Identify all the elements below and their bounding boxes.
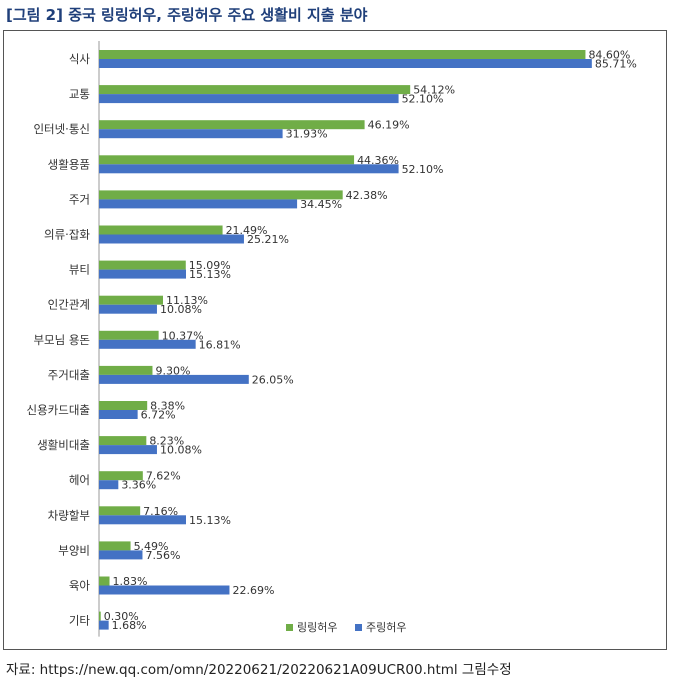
bar-series-a — [99, 295, 163, 305]
bar-series-a — [99, 541, 131, 551]
bar-series-b — [99, 480, 119, 490]
bar-series-a — [99, 190, 343, 200]
source-note: 자료: https://new.qq.com/omn/20220621/2022… — [6, 662, 512, 678]
data-label-series-b: 6.72% — [141, 409, 176, 422]
bar-series-a — [99, 330, 159, 340]
category-label: 뷰티 — [69, 263, 90, 277]
data-label-series-a: 8.23% — [149, 435, 184, 448]
data-label-series-a: 7.62% — [146, 470, 181, 483]
bar-series-b — [99, 620, 109, 630]
data-label-series-a: 5.49% — [134, 540, 169, 553]
data-label-series-a: 1.83% — [113, 575, 148, 588]
bar-series-b — [99, 339, 196, 349]
data-label-series-b: 15.13% — [189, 268, 231, 281]
category-label: 신용카드대출 — [27, 403, 90, 417]
bar-series-a — [99, 155, 355, 165]
data-label-series-a: 54.12% — [413, 84, 455, 97]
data-label-series-a: 15.09% — [189, 259, 231, 272]
data-label-series-b: 1.68% — [112, 619, 147, 632]
data-label-series-a: 9.30% — [155, 364, 190, 377]
data-label-series-b: 3.36% — [121, 479, 156, 492]
data-label-series-b: 10.08% — [160, 444, 202, 457]
category-label: 차량할부 — [48, 508, 90, 522]
category-label: 생활비대출 — [37, 438, 90, 452]
bar-series-a — [99, 85, 411, 95]
legend-label-series-a: 링링허우 — [297, 621, 337, 634]
bar-series-b — [99, 410, 138, 419]
bar-series-a — [99, 365, 153, 375]
data-label-series-a: 8.38% — [150, 400, 185, 413]
data-label-series-b: 16.81% — [199, 338, 241, 351]
data-label-series-b: 10.08% — [160, 303, 202, 316]
legend-label-series-b: 주링허우 — [366, 621, 406, 634]
bar-series-a — [99, 401, 148, 410]
data-label-series-b: 34.45% — [300, 198, 342, 211]
legend-swatch-series-b — [355, 624, 362, 631]
category-label: 의류·잡화 — [44, 228, 90, 242]
data-label-series-a: 10.37% — [162, 329, 204, 342]
data-label-series-b: 25.21% — [247, 233, 289, 246]
bar-series-b — [99, 515, 186, 525]
category-label: 주거대출 — [48, 368, 90, 382]
category-label: 생활용품 — [48, 157, 90, 171]
data-label-series-a: 0.30% — [104, 610, 139, 623]
bar-series-b — [99, 94, 399, 104]
bar-series-b — [99, 585, 230, 595]
bar-series-b — [99, 374, 249, 384]
category-label: 부양비 — [58, 543, 90, 557]
bar-series-b — [99, 129, 283, 139]
bar-series-a — [99, 120, 365, 130]
category-label: 육아 — [69, 579, 91, 593]
data-label-series-a: 44.36% — [357, 154, 399, 167]
bar-series-a — [99, 611, 101, 621]
bar-series-a — [99, 506, 141, 516]
bars — [99, 50, 592, 630]
bar-series-a — [99, 50, 586, 59]
data-label-series-a: 7.16% — [143, 505, 178, 518]
data-labels: 84.60%85.71%54.12%52.10%46.19%31.93%44.3… — [104, 49, 637, 633]
data-label-series-a: 21.49% — [226, 224, 268, 237]
bar-series-a — [99, 471, 143, 481]
bar-series-b — [99, 59, 592, 68]
category-label: 헤어 — [69, 473, 90, 487]
data-label-series-a: 84.60% — [588, 49, 630, 62]
data-label-series-a: 42.38% — [346, 189, 388, 202]
legend: 링링허우 주링허우 — [286, 621, 406, 634]
bar-series-b — [99, 164, 399, 174]
bar-series-b — [99, 304, 157, 314]
legend-swatch-series-a — [286, 624, 293, 631]
category-label: 기타 — [69, 614, 91, 628]
bar-series-b — [99, 445, 157, 455]
category-label: 식사 — [69, 52, 91, 66]
bar-series-a — [99, 576, 110, 586]
category-label: 교통 — [69, 87, 90, 101]
figure-title: [그림 2] 중국 링링허우, 주링허우 주요 생활비 지출 분야 — [6, 6, 368, 24]
category-label: 주거 — [69, 192, 90, 206]
data-label-series-b: 31.93% — [286, 128, 328, 141]
data-label-series-b: 7.56% — [145, 549, 180, 562]
bar-series-a — [99, 436, 147, 446]
bar-series-b — [99, 234, 244, 244]
data-label-series-b: 26.05% — [252, 373, 294, 386]
data-label-series-b: 15.13% — [189, 514, 231, 527]
data-label-series-b: 52.10% — [402, 93, 444, 106]
bar-series-b — [99, 199, 298, 209]
category-label: 인터넷·통신 — [33, 122, 90, 136]
data-label-series-b: 52.10% — [402, 163, 444, 176]
bar-series-b — [99, 550, 143, 560]
bar-series-b — [99, 269, 186, 279]
category-label: 인간관계 — [48, 298, 90, 312]
bar-series-a — [99, 260, 186, 270]
data-label-series-a: 11.13% — [166, 294, 208, 307]
data-label-series-a: 46.19% — [368, 119, 410, 132]
data-label-series-b: 22.69% — [232, 584, 274, 597]
data-label-series-b: 85.71% — [595, 58, 637, 71]
category-label: 부모님 용돈 — [33, 333, 90, 347]
bar-series-a — [99, 225, 223, 235]
